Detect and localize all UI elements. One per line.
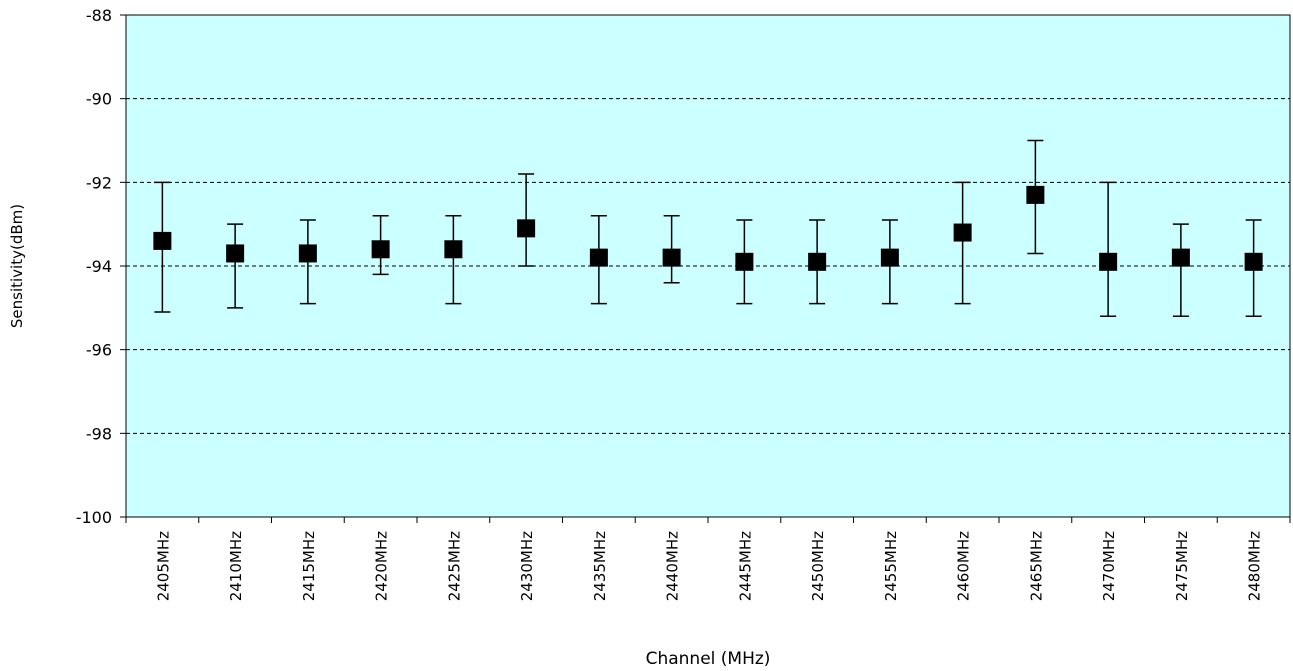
data-point	[299, 244, 317, 262]
y-axis: -88 -90 -92 -94 -96 -98 -100	[76, 6, 126, 527]
x-tick-label: 2420MHz	[373, 531, 391, 601]
data-point	[153, 232, 171, 250]
data-point	[808, 253, 826, 271]
data-point	[590, 249, 608, 267]
y-tick-label: -96	[86, 341, 112, 360]
x-tick-label: 2460MHz	[955, 531, 973, 601]
x-tick-label: 2405MHz	[154, 531, 172, 601]
x-tick-label: 2450MHz	[809, 531, 827, 601]
data-point	[1245, 253, 1263, 271]
y-axis-label: Sensitivity(dBm)	[8, 204, 26, 328]
data-point	[735, 253, 753, 271]
x-tick-label: 2480MHz	[1246, 531, 1264, 601]
data-point	[372, 240, 390, 258]
x-tick-label: 2470MHz	[1100, 531, 1118, 601]
data-point	[1026, 186, 1044, 204]
y-tick-label: -92	[86, 173, 112, 192]
x-tick-label: 2430MHz	[518, 531, 536, 601]
x-tick-label: 2425MHz	[445, 531, 463, 601]
data-point	[881, 249, 899, 267]
data-point	[226, 244, 244, 262]
x-tick-label: 2415MHz	[300, 531, 318, 601]
x-tick-label: 2465MHz	[1027, 531, 1045, 601]
y-tick-label: -98	[86, 424, 112, 443]
data-point	[1099, 253, 1117, 271]
data-point	[444, 240, 462, 258]
x-axis: 2405MHz 2410MHz 2415MHz 2420MHz 2425MHz 2430M…	[126, 517, 1290, 601]
x-tick-label: 2475MHz	[1173, 531, 1191, 601]
x-tick-label: 2440MHz	[664, 531, 682, 601]
data-point	[954, 224, 972, 242]
y-tick-label: -94	[86, 257, 112, 276]
data-point	[663, 249, 681, 267]
x-axis-label: Channel (MHz)	[646, 649, 771, 669]
data-point	[1172, 249, 1190, 267]
x-tick-label: 2455MHz	[882, 531, 900, 601]
y-tick-label: -100	[76, 508, 112, 527]
y-tick-label: -88	[86, 6, 112, 25]
x-tick-label: 2445MHz	[736, 531, 754, 601]
data-point	[517, 219, 535, 237]
y-tick-label: -90	[86, 90, 112, 109]
x-tick-label: 2435MHz	[591, 531, 609, 601]
x-tick-label: 2410MHz	[227, 531, 245, 601]
